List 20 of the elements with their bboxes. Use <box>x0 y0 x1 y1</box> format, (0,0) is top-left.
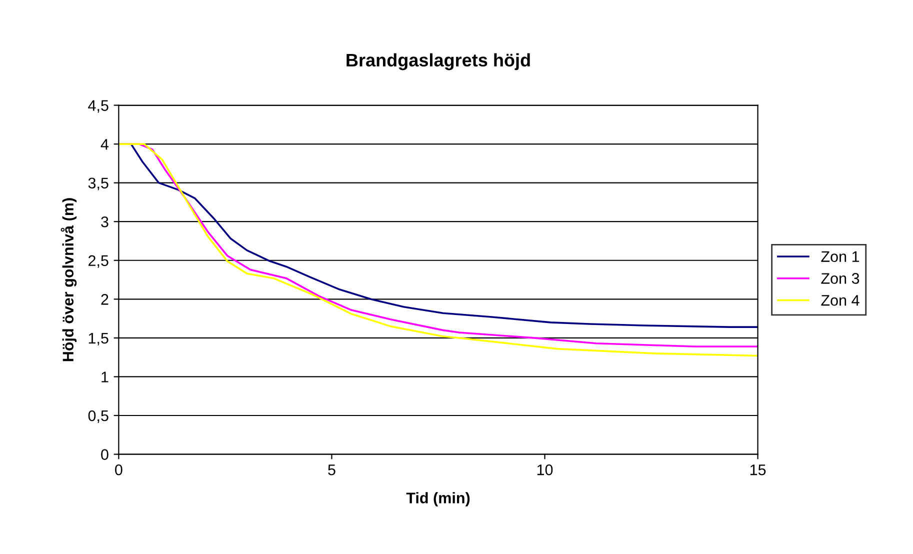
legend-label: Zon 4 <box>821 295 860 306</box>
y-tick-label: 4 <box>100 139 109 150</box>
y-axis-title: Höjd över golvnivå (m) <box>60 198 77 362</box>
y-tick-label: 1,5 <box>88 332 108 346</box>
chart-title: Brandgaslagrets höjd <box>346 53 530 70</box>
y-tick-label: 3 <box>101 216 108 228</box>
y-tick-label: 1 <box>102 372 108 382</box>
y-tick-label: 3,5 <box>88 178 108 190</box>
x-axis-title: Tid (min) <box>406 492 470 506</box>
x-tick-label: 15 <box>750 464 766 476</box>
x-tick-label: 10 <box>537 464 553 476</box>
x-tick-label: 5 <box>328 464 336 476</box>
y-tick-label: 4,5 <box>88 100 108 113</box>
y-tick-label: 2,5 <box>88 255 108 268</box>
y-tick-label: 0 <box>101 449 108 460</box>
y-tick-label: 0,5 <box>88 410 108 423</box>
y-tick-label: 2 <box>101 294 108 305</box>
legend-label: Zon 3 <box>821 273 860 284</box>
x-tick-label: 0 <box>115 464 122 476</box>
legend-label: Zon 1 <box>821 251 860 262</box>
